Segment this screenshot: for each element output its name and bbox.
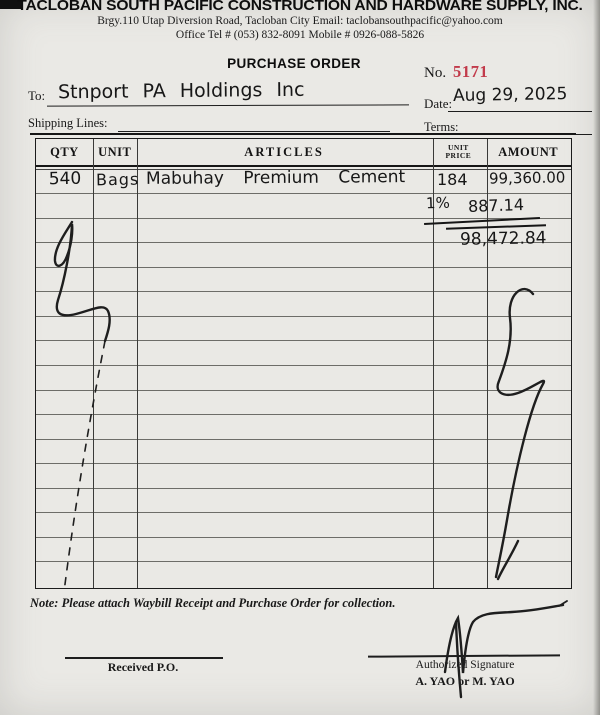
table-row-line xyxy=(36,315,571,317)
table-row-line xyxy=(36,266,571,268)
company-contact: Office Tel # (053) 832-8091 Mobile # 092… xyxy=(175,29,425,41)
table-column-line xyxy=(93,139,95,588)
to-underline xyxy=(46,104,410,108)
table-row-line xyxy=(36,438,571,440)
to-value: Stnport PA Holdings Inc xyxy=(57,78,305,104)
col-header-unit: UNIT xyxy=(98,144,132,159)
table-row-line xyxy=(36,561,571,563)
items-table: QTY UNIT ARTICLES UNIT PRICE AMOUNT 540 … xyxy=(35,138,572,589)
table-row-line xyxy=(36,217,571,219)
discount-amount: 887.14 xyxy=(467,195,525,216)
cell-amount: 99,360.00 xyxy=(488,168,566,188)
cell-qty: 540 xyxy=(48,168,82,190)
table-column-line xyxy=(137,139,139,588)
table-row-line xyxy=(36,364,571,366)
to-label: To: xyxy=(28,88,46,103)
authorized-names: A. YAO or M. YAO xyxy=(415,674,515,688)
table-column-line xyxy=(487,139,489,588)
cell-unit-price: 184 xyxy=(437,170,468,189)
terms-label: Terms: xyxy=(424,120,459,134)
table-row-line xyxy=(36,463,571,465)
document-title: PURCHASE ORDER xyxy=(227,56,361,71)
table-top-rule xyxy=(30,133,576,135)
cell-unit: Bags xyxy=(95,169,140,190)
terms-underline xyxy=(458,134,592,136)
shipping-lines-underline xyxy=(118,131,390,133)
table-row-line xyxy=(36,512,571,514)
table-row-line xyxy=(36,291,571,293)
received-signature-line xyxy=(65,657,223,659)
received-po-label: Received P.O. xyxy=(107,660,179,674)
discount-label: 1% xyxy=(425,193,451,213)
authorized-signature-line xyxy=(367,654,561,658)
company-name: TACLOBAN SOUTH PACIFIC CONSTRUCTION AND … xyxy=(17,0,583,14)
col-header-qty: QTY xyxy=(50,144,79,159)
authorized-signature-label: Authorized Signature xyxy=(415,659,515,671)
order-number-value: 5171 xyxy=(453,62,489,81)
table-row-line xyxy=(36,242,571,244)
scan-artifact-edge xyxy=(593,0,600,715)
order-number-label: No. xyxy=(424,65,447,81)
note-text: Note: Please attach Waybill Receipt and … xyxy=(30,596,396,610)
authorized-signature-tick xyxy=(558,600,568,607)
col-header-articles: ARTICLES xyxy=(244,144,324,159)
table-row-line xyxy=(36,536,571,538)
cell-articles: Mabuhay Premium Cement xyxy=(145,167,406,189)
table-row-line xyxy=(36,487,571,489)
shipping-lines-label: Shipping Lines: xyxy=(28,116,108,130)
table-row-line xyxy=(36,340,571,342)
table-header-rule2 xyxy=(36,168,571,170)
table-row-line xyxy=(36,193,571,195)
net-total: 98,472.84 xyxy=(459,228,547,250)
date-underline xyxy=(448,111,592,113)
date-value: Aug 29, 2025 xyxy=(452,84,568,106)
col-header-unit-price: UNIT PRICE xyxy=(445,143,472,160)
scan-artifact-corner xyxy=(0,0,22,9)
table-row-line xyxy=(36,389,571,391)
table-row-line xyxy=(36,414,571,416)
table-column-line xyxy=(433,139,435,588)
col-header-amount: AMOUNT xyxy=(498,144,559,159)
table-header-rule xyxy=(36,165,571,167)
company-address: Brgy.110 Utap Diversion Road, Tacloban C… xyxy=(97,15,503,27)
date-label: Date: xyxy=(424,96,453,111)
table-header-row: QTY UNIT ARTICLES UNIT PRICE AMOUNT xyxy=(36,139,571,165)
